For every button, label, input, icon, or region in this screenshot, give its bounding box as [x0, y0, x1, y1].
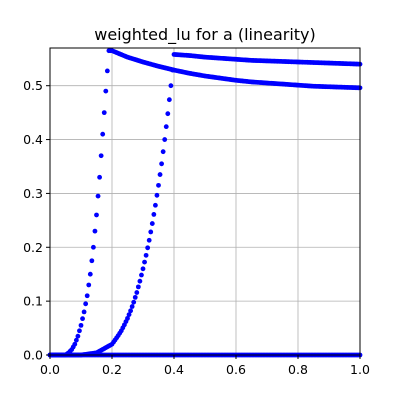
data-point: [80, 316, 85, 322]
x-axis-ticks: 0.0 0.2 0.4 0.6 0.8 1.0: [40, 355, 370, 377]
data-point: [83, 301, 89, 307]
data-point: [89, 258, 95, 264]
data-point: [126, 312, 132, 318]
y-axis-ticks: 0.0 0.1 0.2 0.3 0.4 0.5: [23, 78, 50, 363]
data-point: [103, 88, 109, 94]
data-point: [100, 131, 106, 137]
data-point: [134, 290, 140, 295]
data-point: [166, 97, 172, 103]
data-point: [159, 161, 165, 167]
data-point: [104, 68, 110, 74]
y-tick-label: 0.0: [23, 348, 43, 363]
data-point: [125, 315, 130, 321]
x-tick-label: 0.0: [40, 362, 60, 377]
data-point: [139, 272, 144, 278]
data-point: [154, 192, 160, 198]
data-point: [160, 149, 166, 155]
data-point: [135, 284, 141, 290]
data-point: [140, 266, 146, 272]
data-point: [86, 282, 92, 288]
data-point: [153, 202, 158, 208]
x-tick-label: 1.0: [350, 362, 370, 377]
x-tick-label: 0.4: [164, 362, 184, 377]
data-point: [77, 328, 82, 334]
plot-background: [50, 48, 360, 355]
data-point: [145, 245, 151, 251]
data-point: [87, 271, 93, 277]
data-point: [146, 237, 152, 243]
data-point: [168, 83, 174, 89]
y-tick-label: 0.1: [23, 294, 43, 309]
x-tick-label: 0.2: [102, 362, 122, 377]
data-point: [98, 153, 104, 159]
data-point: [97, 174, 102, 180]
data-point: [156, 182, 161, 188]
data-point: [92, 228, 98, 234]
data-point: [101, 110, 107, 116]
data-point: [81, 309, 87, 315]
data-point: [165, 111, 171, 117]
data-point: [73, 337, 79, 343]
data-point: [128, 308, 134, 314]
data-point: [163, 124, 169, 130]
y-tick-label: 0.2: [23, 240, 43, 255]
data-point: [94, 212, 99, 218]
data-point: [149, 221, 155, 226]
data-point: [162, 137, 168, 142]
y-tick-label: 0.4: [23, 132, 43, 147]
data-point: [78, 322, 84, 328]
data-point: [84, 293, 90, 299]
x-tick-label: 0.6: [226, 362, 246, 377]
y-tick-label: 0.3: [23, 186, 43, 201]
data-points: [47, 48, 363, 358]
chart-title: weighted_lu for a (linearity): [94, 25, 316, 45]
data-point: [148, 229, 154, 235]
data-point: [142, 259, 147, 265]
data-point: [170, 67, 175, 73]
y-tick-label: 0.5: [23, 78, 43, 93]
data-point: [131, 299, 137, 305]
data-point: [72, 341, 78, 347]
data-point: [132, 294, 138, 300]
data-point: [137, 278, 143, 284]
data-point: [151, 212, 157, 217]
data-point: [129, 304, 135, 309]
axes-frame: [49, 47, 361, 356]
data-point: [75, 333, 81, 339]
data-point: [143, 252, 149, 258]
data-point: [91, 244, 96, 250]
x-tick-label: 0.8: [288, 362, 308, 377]
data-point: [157, 172, 163, 177]
data-point: [95, 193, 101, 199]
